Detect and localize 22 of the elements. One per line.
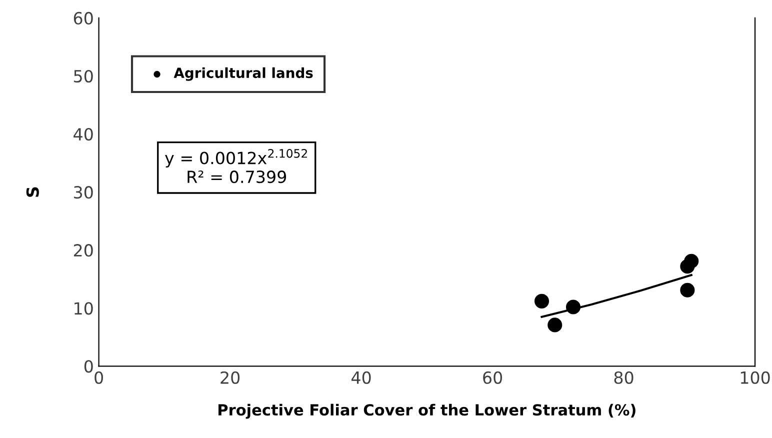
y-axis-title: S	[26, 187, 39, 197]
y-tick-label: 60	[74, 12, 93, 25]
point	[684, 254, 699, 268]
y-tick-label: 30	[74, 186, 93, 199]
y-tick-label: 20	[74, 244, 93, 257]
point	[566, 300, 581, 314]
y-tick-label: 40	[74, 128, 93, 141]
x-tick-label: 60	[483, 371, 502, 384]
x-tick-label: 0	[94, 371, 104, 384]
annotation: y = 0.0012x$^{2.1052}$ R² = 0.7399	[165, 149, 307, 184]
x-tick-label: 80	[614, 371, 634, 384]
y-tick-label: 50	[74, 70, 93, 83]
x-tick-label: 100	[740, 371, 770, 384]
point	[534, 294, 550, 308]
x-tick-label: 20	[220, 371, 240, 384]
x-axis-title: Projective Foliar Cover of the Lower Stratum (%)	[218, 404, 636, 419]
legend-label: Agricultural lands	[174, 67, 313, 81]
y-tick-label: 0	[84, 360, 93, 373]
y-tick-label: 10	[74, 302, 93, 315]
point	[680, 282, 695, 298]
point	[548, 318, 562, 332]
x-tick-label: 40	[352, 371, 371, 384]
